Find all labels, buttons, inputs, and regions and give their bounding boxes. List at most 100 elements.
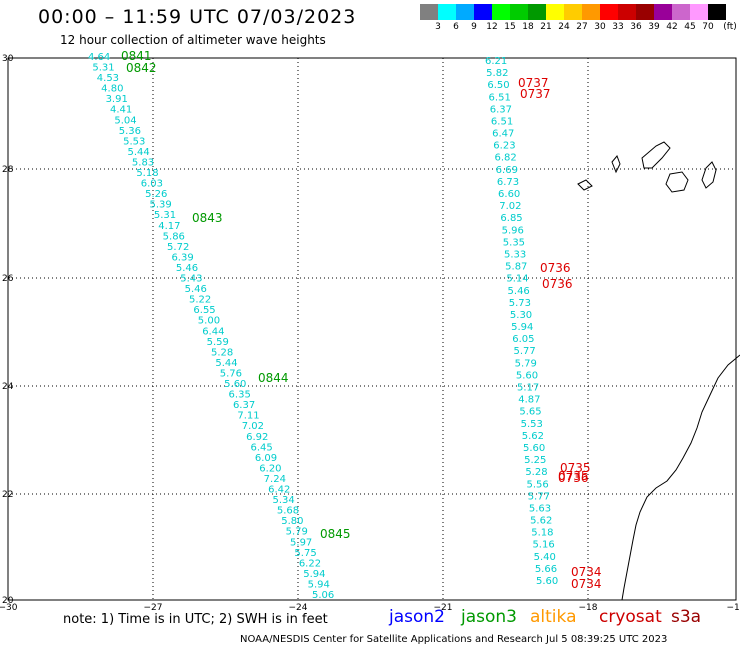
swh-label: 6.85 (500, 213, 522, 224)
map-subtitle: 12 hour collection of altimeter wave hei… (60, 33, 326, 47)
swh-label: 7.02 (242, 421, 264, 432)
swh-label: 6.42 (268, 485, 290, 496)
grid-lines (8, 58, 736, 600)
pass-time-label: 0736 (558, 471, 589, 485)
satellite-name: altika (530, 607, 577, 627)
swh-label: 6.23 (493, 141, 515, 152)
swh-label: 5.33 (504, 249, 526, 260)
swh-label: 5.60 (536, 576, 558, 587)
pass-time-label: 0843 (192, 211, 223, 225)
swh-label: 4.41 (110, 105, 132, 116)
coastline-africa (621, 354, 740, 601)
color-legend (420, 4, 726, 20)
swh-label: 5.75 (294, 548, 316, 559)
legend-tick-label: 27 (576, 22, 588, 32)
swh-label: 6.45 (251, 442, 273, 453)
legend-swatch (672, 4, 690, 20)
swh-label: 5.36 (119, 126, 141, 137)
legend-swatch (690, 4, 708, 20)
island-tenerife (641, 141, 671, 169)
swh-label: 5.44 (215, 358, 237, 369)
legend-tick-label: 24 (558, 22, 570, 32)
legend-swatch (456, 4, 474, 20)
swh-label: 5.79 (286, 527, 308, 538)
swh-label: 6.21 (485, 56, 507, 67)
lon-tick-label: −18 (579, 603, 598, 613)
swh-label: 5.53 (521, 419, 543, 430)
swh-label: 5.77 (528, 491, 550, 502)
swh-label: 5.80 (281, 516, 303, 527)
legend-swatch (528, 4, 546, 20)
swh-label: 7.11 (237, 411, 259, 422)
swh-label: 5.34 (272, 495, 294, 506)
swh-label: 5.14 (506, 274, 528, 285)
swh-label: 6.05 (512, 334, 534, 345)
swh-label: 6.35 (229, 390, 251, 401)
legend-tick-label: 30 (594, 22, 606, 32)
swh-label: 6.55 (193, 305, 215, 316)
legend-tick-label: 21 (540, 22, 552, 32)
swh-label: 7.02 (499, 201, 521, 212)
legend-tick-label: 45 (684, 22, 696, 32)
swh-label: 5.94 (511, 322, 533, 333)
swh-label: 5.56 (527, 479, 549, 490)
legend-tick-label: 6 (453, 22, 459, 32)
swh-label: 5.62 (522, 431, 544, 442)
map-frame (7, 57, 737, 601)
swh-label: 6.73 (497, 177, 519, 188)
lat-tick-label: 22 (2, 490, 13, 500)
legend-swatch (618, 4, 636, 20)
swh-label: 6.20 (259, 463, 281, 474)
swh-label: 5.94 (308, 579, 330, 590)
swh-label: 3.91 (106, 94, 128, 105)
legend-tick-label: 3 (435, 22, 441, 32)
swh-label: 5.28 (525, 467, 547, 478)
swh-label: 5.87 (505, 262, 527, 273)
legend-swatch (546, 4, 564, 20)
swh-label: 7.24 (264, 474, 286, 485)
satellite-name: cryosat (599, 607, 662, 627)
legend-tick-label: 33 (612, 22, 624, 32)
pass-time-label: 0845 (320, 527, 351, 541)
satellite-name: jason3 (461, 607, 517, 627)
legend-swatch (420, 4, 438, 20)
swh-label: 6.60 (498, 189, 520, 200)
swh-label: 6.03 (141, 179, 163, 190)
legend-tick-label: 70 (702, 22, 714, 32)
swh-label: 6.47 (492, 129, 514, 140)
swh-label: 5.46 (176, 263, 198, 274)
swh-label: 5.96 (502, 225, 524, 236)
swh-label: 5.77 (513, 346, 535, 357)
swh-label: 5.79 (515, 358, 537, 369)
legend-swatch (636, 4, 654, 20)
lon-tick-label: −27 (144, 603, 163, 613)
swh-label: 4.64 (88, 52, 110, 63)
legend-tick-label: 42 (666, 22, 678, 32)
lat-tick-label: 24 (2, 382, 14, 392)
legend-tick-label: 39 (648, 22, 660, 32)
swh-label: 4.80 (101, 84, 123, 95)
legend-tick-label: 9 (471, 22, 477, 32)
legend-swatch (654, 4, 672, 20)
legend-swatch (708, 4, 726, 20)
swh-label: 6.39 (171, 252, 193, 263)
pass-time-label: 0735 (558, 469, 589, 483)
lat-tick-label: 28 (2, 165, 14, 175)
swh-label: 5.60 (224, 379, 246, 390)
swh-label: 6.92 (246, 432, 268, 443)
swh-label: 6.69 (496, 165, 518, 176)
pass-time-label: 0734 (571, 577, 602, 591)
lon-tick-label: −24 (289, 603, 308, 613)
legend-tick-label: 15 (504, 22, 516, 32)
swh-label: 5.18 (136, 168, 158, 179)
swh-label: 5.72 (167, 242, 189, 253)
lon-tick-label: −21 (434, 603, 453, 613)
swh-label: 5.46 (508, 286, 530, 297)
credit-line: NOAA/NESDIS Center for Satellite Applica… (240, 634, 668, 645)
swh-label: 5.68 (277, 506, 299, 517)
swh-label: 5.82 (486, 68, 508, 79)
legend-tick-label: 12 (486, 22, 498, 32)
swh-label: 5.31 (92, 63, 114, 74)
island-el-hierro (577, 179, 593, 191)
